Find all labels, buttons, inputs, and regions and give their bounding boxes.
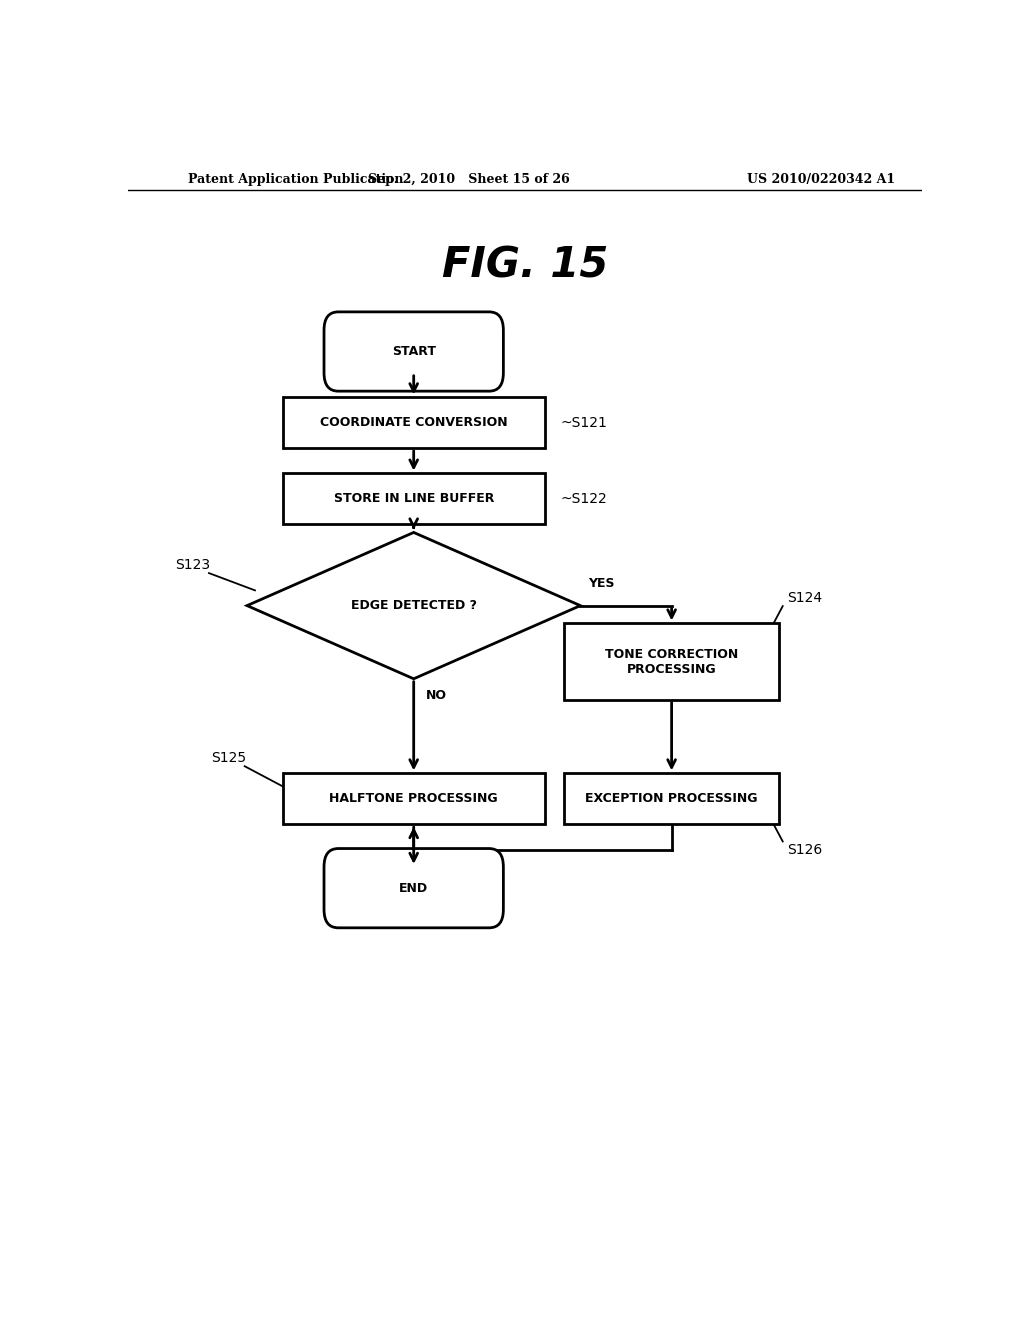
Text: TONE CORRECTION
PROCESSING: TONE CORRECTION PROCESSING (605, 648, 738, 676)
FancyBboxPatch shape (324, 849, 504, 928)
Text: S123: S123 (176, 558, 211, 572)
Text: Sep. 2, 2010   Sheet 15 of 26: Sep. 2, 2010 Sheet 15 of 26 (369, 173, 570, 186)
Text: COORDINATE CONVERSION: COORDINATE CONVERSION (319, 416, 508, 429)
Text: EDGE DETECTED ?: EDGE DETECTED ? (350, 599, 477, 612)
Text: S124: S124 (786, 591, 822, 605)
Text: US 2010/0220342 A1: US 2010/0220342 A1 (748, 173, 895, 186)
Text: END: END (399, 882, 428, 895)
Bar (283, 774, 545, 824)
Text: ~S122: ~S122 (560, 492, 607, 506)
Bar (564, 623, 779, 700)
Bar (283, 474, 545, 524)
Text: YES: YES (588, 577, 614, 590)
Text: ~S121: ~S121 (560, 416, 607, 430)
Text: HALFTONE PROCESSING: HALFTONE PROCESSING (330, 792, 498, 805)
Bar (283, 397, 545, 447)
Text: NO: NO (426, 689, 446, 702)
Text: FIG. 15: FIG. 15 (441, 244, 608, 286)
FancyBboxPatch shape (324, 312, 504, 391)
Text: S126: S126 (786, 842, 822, 857)
Bar (564, 774, 779, 824)
Text: STORE IN LINE BUFFER: STORE IN LINE BUFFER (334, 492, 494, 506)
Polygon shape (247, 532, 581, 678)
Text: S125: S125 (211, 751, 247, 766)
Text: Patent Application Publication: Patent Application Publication (187, 173, 403, 186)
Text: EXCEPTION PROCESSING: EXCEPTION PROCESSING (586, 792, 758, 805)
Text: START: START (392, 345, 435, 358)
